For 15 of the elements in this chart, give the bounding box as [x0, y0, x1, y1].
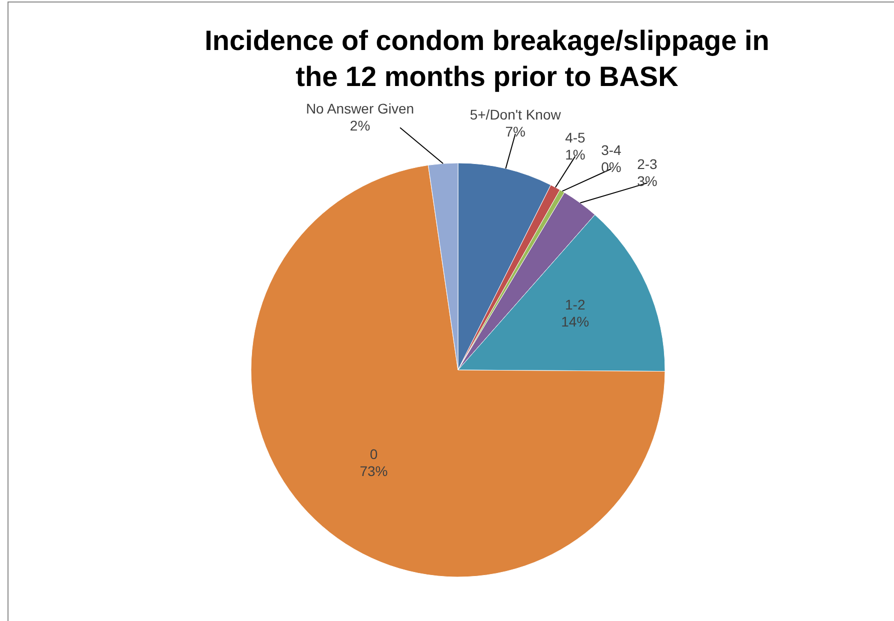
- data-label: 14%: [561, 314, 590, 330]
- data-label: 2%: [350, 118, 370, 134]
- data-label: 7%: [505, 124, 526, 140]
- slice-label: No Answer Given: [306, 100, 414, 117]
- data-label: 73%: [360, 462, 388, 479]
- slice-label: 2-3: [637, 156, 658, 172]
- slice-label: 3-4: [601, 142, 622, 158]
- slice-label: 1-2: [565, 296, 586, 313]
- data-label: 1%: [565, 146, 586, 162]
- slice-label: 0: [370, 446, 378, 462]
- data-label: 3%: [637, 173, 658, 190]
- slice-label: 5+/Don't Know: [470, 106, 562, 123]
- slice-label: 4-5: [565, 129, 586, 146]
- chart-title: Incidence of condom breakage/slippage in the 12 months prior to BASK: [204, 25, 770, 92]
- data-label: 0%: [601, 158, 622, 175]
